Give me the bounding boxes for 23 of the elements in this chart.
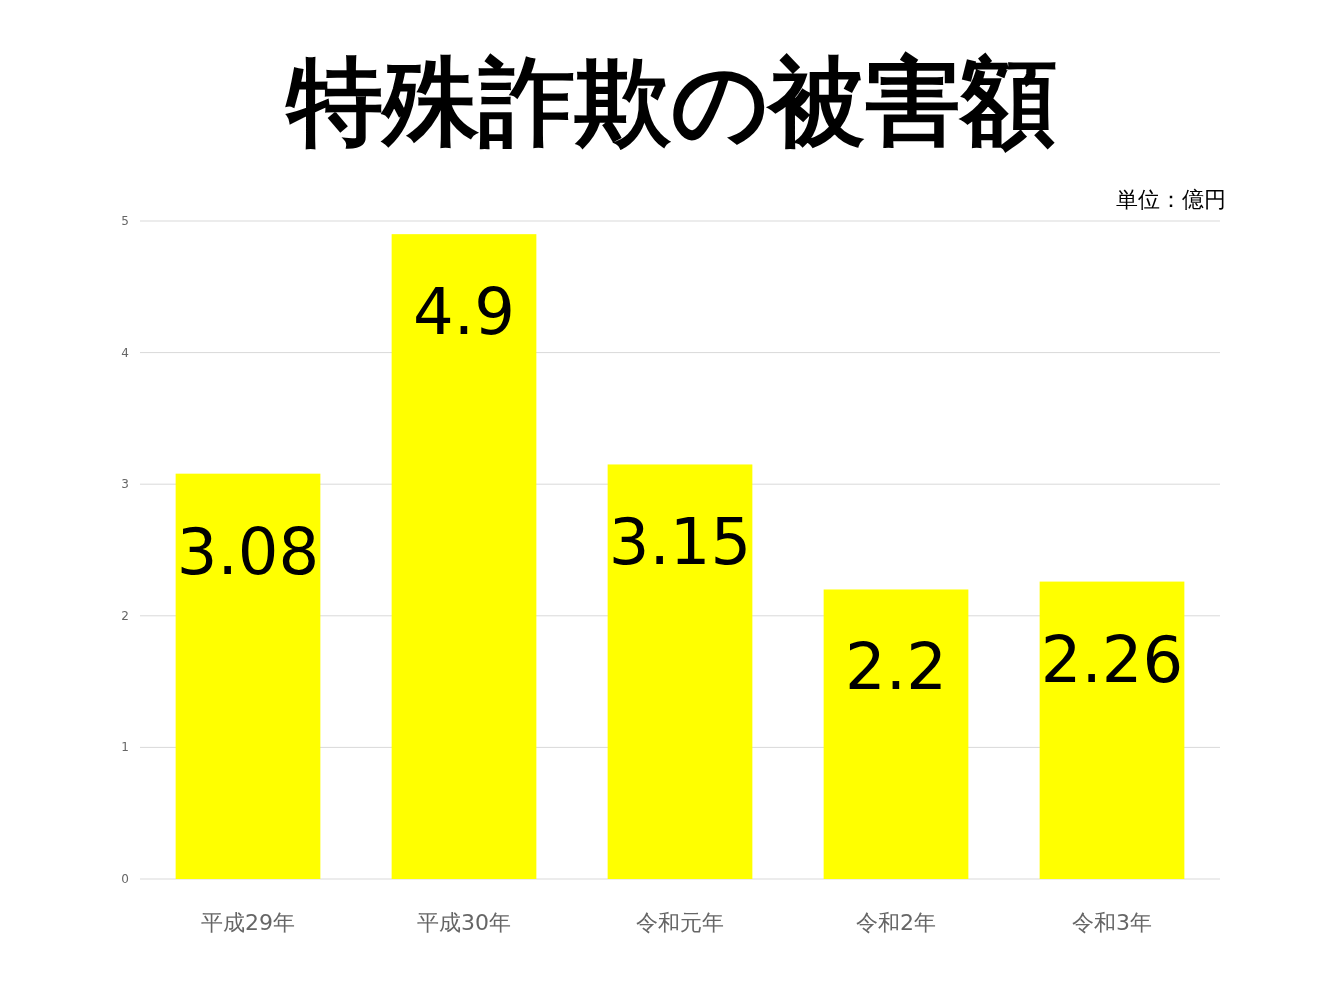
bar — [823, 589, 969, 879]
x-tick-label: 令和3年 — [1072, 910, 1152, 935]
bar — [1039, 581, 1185, 879]
y-tick-label: 0 — [121, 872, 129, 886]
text: 単位：億円 — [1116, 187, 1226, 212]
x-tick-label: 平成29年 — [201, 910, 295, 935]
data-label: 4.9 — [413, 275, 515, 350]
x-tick-label: 令和2年 — [856, 910, 936, 935]
x-tick-label: 平成30年 — [417, 910, 511, 935]
bar — [607, 464, 753, 879]
bar — [391, 234, 537, 879]
x-tick-label: 令和元年 — [636, 910, 724, 935]
data-label: 2.2 — [845, 630, 947, 705]
y-tick-label: 4 — [121, 345, 129, 360]
y-tick-label: 3 — [121, 477, 129, 492]
y-tick-label: 2 — [121, 608, 129, 623]
bar — [175, 473, 321, 879]
data-label: 3.15 — [608, 505, 752, 580]
chart-title: 特殊詐欺の被害額 — [285, 46, 1057, 158]
data-label: 3.08 — [176, 514, 320, 589]
data-label: 2.26 — [1040, 622, 1184, 697]
y-tick-label: 1 — [121, 740, 129, 755]
y-tick-label: 5 — [121, 214, 129, 228]
